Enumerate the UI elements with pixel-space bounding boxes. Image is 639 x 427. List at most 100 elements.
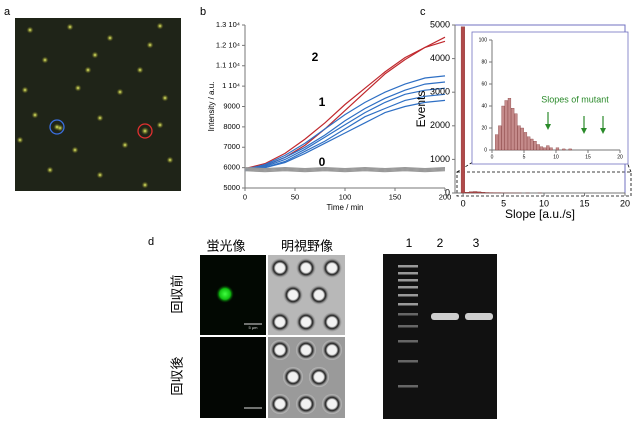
ladder-band — [398, 294, 418, 297]
x-tick-label: 15 — [580, 198, 590, 208]
y-tick-label: 3000 — [430, 87, 450, 97]
y-tick-label: 0 — [445, 187, 450, 197]
x-tick-label: 50 — [291, 192, 299, 201]
y-axis-label: Events — [414, 91, 428, 128]
histogram-bar — [527, 136, 531, 151]
histogram-bar — [495, 134, 499, 151]
spot — [136, 66, 144, 74]
panel-label: a — [4, 6, 11, 18]
ladder-band — [398, 385, 418, 388]
y-tick-label: 0 — [484, 147, 487, 153]
spot — [26, 26, 34, 34]
y-tick-label: 8000 — [223, 122, 240, 131]
spot — [106, 34, 114, 42]
x-tick-label: 10 — [539, 198, 549, 208]
well — [296, 394, 316, 414]
well — [322, 258, 342, 278]
histogram-bar — [536, 144, 540, 151]
x-tick-label: 5 — [501, 198, 506, 208]
ladder-band — [398, 303, 418, 306]
scale-label: 5 μm — [249, 325, 259, 330]
lane-label: 2 — [437, 236, 444, 250]
histogram-bar — [501, 105, 505, 151]
histogram-bar — [517, 125, 521, 151]
spot — [71, 146, 79, 154]
arrow-head — [545, 124, 551, 130]
fluorescence-after — [200, 337, 266, 418]
band — [465, 313, 493, 320]
x-tick-label: 150 — [389, 192, 402, 201]
panel-label: d — [148, 236, 154, 248]
y-axis-label: Intensity / a.u. — [207, 82, 216, 132]
histogram-bar — [507, 98, 512, 151]
data-line — [244, 81, 446, 170]
y-tick-label: 4000 — [430, 53, 450, 63]
column-header: 蛍光像 — [206, 240, 245, 255]
gel-image — [383, 254, 497, 419]
lane-label: 1 — [406, 236, 413, 250]
spot — [16, 136, 24, 144]
histogram-bar — [498, 125, 502, 151]
histogram-bar — [460, 26, 465, 194]
green-bead — [216, 285, 234, 303]
data-line — [244, 166, 446, 170]
arrow-head — [581, 128, 587, 134]
row-header: 回収前 — [170, 274, 186, 313]
wells — [270, 258, 342, 414]
data-line — [244, 87, 446, 171]
data-line — [244, 93, 446, 172]
ladder-band — [398, 286, 418, 289]
y-tick-label: 6000 — [223, 163, 240, 172]
well — [309, 367, 329, 387]
x-tick-label: 5 — [523, 154, 526, 160]
curve-label: 1 — [319, 95, 326, 109]
spot — [31, 111, 39, 119]
histogram-bar — [539, 146, 544, 151]
x-tick-label: 200 — [439, 192, 452, 201]
data-line — [244, 40, 446, 170]
spot — [166, 156, 174, 164]
histogram-bar — [562, 148, 566, 151]
x-tick-label: 10 — [553, 154, 559, 160]
histogram-bar — [485, 192, 490, 194]
y-tick-label: 9000 — [223, 101, 240, 110]
spot — [91, 51, 99, 59]
y-tick-label: 100 — [479, 37, 488, 43]
highlight-red — [137, 123, 153, 139]
histogram-bar — [469, 191, 474, 194]
histogram-bar — [555, 147, 560, 151]
histogram-bar — [520, 127, 524, 151]
spot — [156, 22, 164, 30]
band — [431, 313, 459, 320]
spot — [141, 127, 149, 135]
histogram-bar — [546, 145, 550, 151]
spot — [21, 86, 29, 94]
data-line — [244, 169, 446, 172]
well — [283, 367, 303, 387]
well — [270, 258, 290, 278]
histogram-bar — [464, 192, 470, 194]
spot — [53, 123, 61, 131]
y-tick-label: 1000 — [430, 154, 450, 164]
lane-label: 3 — [473, 236, 480, 250]
histogram-bar — [533, 141, 537, 151]
y-tick-label: 5000 — [223, 183, 240, 192]
y-tick-label: 60 — [481, 81, 487, 87]
y-tick-label: 1 10⁴ — [222, 81, 240, 90]
well — [283, 285, 303, 305]
histogram-bar — [481, 192, 486, 194]
y-tick-label: 5000 — [430, 19, 450, 29]
y-tick-label: 20 — [481, 125, 487, 131]
spot — [84, 66, 92, 74]
spot — [46, 166, 54, 174]
y-tick-label: 80 — [481, 59, 487, 65]
well — [296, 312, 316, 332]
y-tick-label: 1.2 10⁴ — [216, 40, 240, 49]
data-line — [244, 167, 446, 171]
histogram-bar — [511, 108, 515, 151]
well — [322, 394, 342, 414]
spot — [96, 171, 104, 179]
spot — [161, 94, 169, 102]
